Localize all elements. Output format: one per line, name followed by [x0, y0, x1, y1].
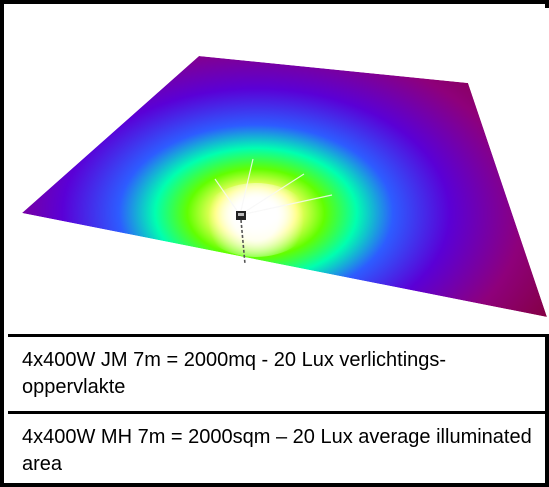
light-pole [236, 211, 246, 265]
english-caption: 4x400W MH 7m = 2000sqm – 20 Lux average … [22, 426, 532, 475]
light-beam-lines [214, 158, 333, 216]
illumination-plane-svg [22, 56, 547, 317]
dutch-caption: 4x400W JM 7m = 2000mq - 20 Lux verlichti… [22, 349, 447, 398]
caption-divider-top [8, 334, 549, 337]
caption-divider-bottom [8, 411, 549, 414]
illumination-render [8, 8, 549, 334]
